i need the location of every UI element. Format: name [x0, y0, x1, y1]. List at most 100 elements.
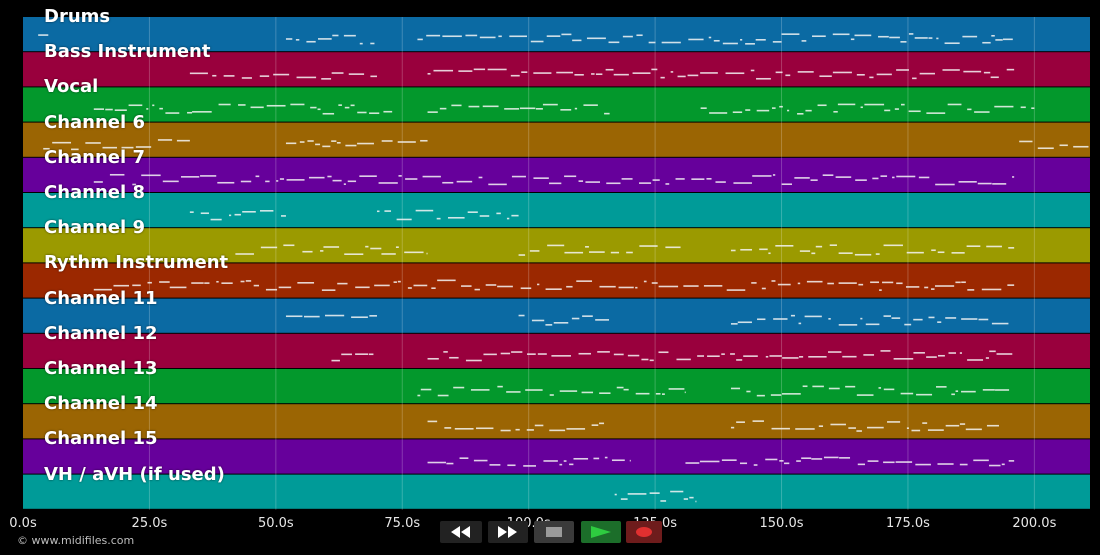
note-mark [942, 69, 960, 71]
track-lane [23, 122, 1090, 157]
note-mark [959, 352, 962, 354]
note-mark [882, 281, 894, 284]
note-mark [689, 496, 694, 499]
note-mark [838, 252, 853, 254]
note-mark [404, 251, 424, 254]
note-mark [635, 286, 638, 289]
note-mark [604, 456, 608, 459]
note-mark [511, 175, 526, 178]
note-mark [546, 35, 561, 37]
note-mark [265, 180, 270, 183]
note-mark [621, 178, 633, 180]
play-button[interactable] [581, 521, 621, 543]
stop-button[interactable] [534, 521, 574, 543]
note-mark [595, 73, 603, 76]
note-mark [948, 352, 957, 354]
note-mark [695, 500, 697, 503]
note-mark [583, 104, 598, 106]
note-mark [832, 33, 850, 36]
note-mark [295, 39, 300, 41]
note-mark [310, 106, 317, 109]
note-mark [595, 319, 610, 321]
track-lane [23, 263, 1090, 298]
note-mark [348, 73, 365, 75]
track-lane [23, 298, 1090, 333]
record-button[interactable] [626, 521, 662, 543]
track-label: Bass Instrument [44, 41, 211, 63]
note-mark [518, 314, 525, 317]
note-mark [927, 429, 944, 431]
note-mark [865, 323, 880, 326]
note-mark [739, 462, 748, 465]
note-mark [629, 459, 631, 462]
note-mark [958, 181, 977, 183]
note-mark [518, 254, 526, 256]
note-mark [991, 34, 995, 37]
note-mark [626, 251, 633, 254]
note-mark [114, 109, 127, 111]
note-mark [736, 421, 745, 423]
note-mark [341, 353, 352, 356]
note-mark [660, 76, 665, 79]
note-mark [468, 105, 480, 108]
note-mark [537, 283, 540, 286]
note-mark [543, 460, 558, 462]
rewind-button[interactable] [440, 521, 482, 543]
note-mark [527, 353, 536, 355]
note-mark [458, 70, 473, 72]
note-mark [908, 33, 914, 35]
note-mark [913, 318, 923, 321]
note-mark [837, 103, 856, 106]
copyright-text: © www.midifiles.com [17, 534, 135, 547]
note-mark [797, 71, 814, 73]
note-mark [547, 244, 565, 247]
note-mark [210, 218, 222, 221]
note-mark [662, 393, 665, 395]
note-mark [278, 286, 292, 289]
note-mark [928, 37, 933, 39]
note-mark [597, 351, 610, 353]
note-mark [511, 351, 523, 353]
note-mark [427, 72, 431, 75]
note-mark [799, 356, 804, 358]
note-mark [453, 386, 465, 389]
note-mark [839, 457, 851, 459]
note-mark [322, 112, 335, 115]
fast-forward-button[interactable] [488, 521, 528, 543]
note-mark [323, 246, 340, 248]
note-mark [817, 104, 827, 107]
note-mark [43, 147, 50, 150]
note-mark [740, 248, 753, 251]
note-mark [961, 390, 976, 393]
fast-forward-icon [498, 526, 517, 538]
note-mark [781, 183, 792, 186]
note-mark [443, 351, 448, 353]
note-mark [281, 215, 286, 217]
note-mark [132, 284, 141, 287]
note-mark [721, 459, 737, 461]
note-mark [381, 140, 393, 142]
note-mark [520, 287, 532, 290]
note-mark [655, 392, 661, 395]
note-mark [309, 176, 325, 179]
note-mark [487, 68, 507, 71]
note-mark [743, 355, 758, 357]
track-lane [23, 333, 1090, 368]
note-mark [551, 355, 571, 357]
note-mark [869, 76, 874, 79]
note-mark [442, 181, 454, 184]
note-mark [344, 106, 350, 109]
note-mark [212, 74, 217, 77]
note-mark [926, 112, 946, 114]
note-mark [713, 39, 720, 42]
note-mark [812, 35, 826, 38]
note-mark [407, 287, 412, 289]
note-mark [850, 38, 855, 41]
note-mark [613, 73, 629, 76]
note-mark [649, 492, 660, 494]
track-lane [23, 52, 1090, 87]
note-mark [498, 35, 502, 38]
note-mark [913, 352, 925, 354]
note-mark [914, 37, 928, 39]
note-mark [482, 105, 499, 108]
